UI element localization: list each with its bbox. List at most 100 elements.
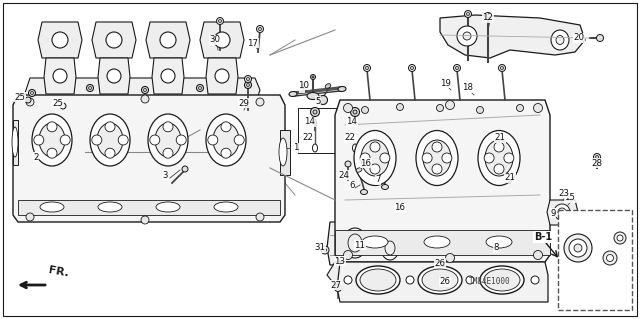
Ellipse shape [556,35,564,44]
Bar [558,210,632,310]
Ellipse shape [289,92,297,97]
Ellipse shape [234,135,244,145]
Ellipse shape [221,122,231,132]
Ellipse shape [218,19,221,23]
Ellipse shape [196,85,204,92]
Ellipse shape [416,130,458,186]
Ellipse shape [442,153,452,163]
Ellipse shape [60,135,70,145]
Text: 6: 6 [349,181,355,189]
Ellipse shape [97,123,123,157]
Polygon shape [152,58,184,94]
Ellipse shape [516,105,524,112]
Text: 14: 14 [346,117,358,127]
Ellipse shape [256,98,264,106]
Ellipse shape [163,122,173,132]
Ellipse shape [26,213,34,221]
Ellipse shape [454,64,461,71]
Ellipse shape [343,228,367,258]
Ellipse shape [118,135,128,145]
Text: 17: 17 [248,39,259,48]
Ellipse shape [221,148,231,158]
Text: 16: 16 [360,159,371,167]
Ellipse shape [385,241,395,255]
Ellipse shape [141,216,149,224]
Ellipse shape [504,153,514,163]
Ellipse shape [60,103,66,109]
Ellipse shape [176,135,186,145]
Text: 19: 19 [440,78,451,87]
Ellipse shape [607,255,614,262]
Ellipse shape [486,236,512,248]
Ellipse shape [215,69,229,83]
Polygon shape [13,95,285,222]
Ellipse shape [335,285,342,292]
Ellipse shape [337,286,339,290]
Text: 28: 28 [591,159,602,167]
Text: B-1: B-1 [534,232,552,242]
Text: 11: 11 [355,241,365,249]
Polygon shape [13,120,18,165]
Ellipse shape [161,69,175,83]
Polygon shape [38,22,82,58]
Ellipse shape [494,164,504,174]
Polygon shape [335,230,550,255]
Ellipse shape [432,142,442,152]
Ellipse shape [480,266,524,294]
Polygon shape [206,58,238,94]
Ellipse shape [26,98,34,106]
Polygon shape [327,222,418,265]
Ellipse shape [485,140,513,176]
Ellipse shape [31,92,33,94]
Polygon shape [44,58,76,94]
Ellipse shape [457,26,477,46]
Ellipse shape [42,141,48,147]
Text: 18: 18 [463,84,474,93]
Ellipse shape [307,93,319,100]
Text: 26: 26 [435,258,445,268]
Ellipse shape [323,249,326,251]
Ellipse shape [596,34,604,41]
Ellipse shape [88,86,92,90]
Ellipse shape [381,184,388,189]
Ellipse shape [362,107,369,114]
Text: 8: 8 [493,243,499,253]
Text: 29: 29 [239,99,250,108]
Ellipse shape [206,114,246,166]
Ellipse shape [214,202,238,212]
Ellipse shape [344,250,353,259]
Ellipse shape [312,76,314,78]
Text: 15: 15 [564,194,575,203]
Ellipse shape [150,135,160,145]
Ellipse shape [406,276,414,284]
Ellipse shape [257,26,264,33]
Ellipse shape [25,97,31,103]
Ellipse shape [534,103,543,113]
Ellipse shape [348,234,362,252]
Ellipse shape [40,202,64,212]
Ellipse shape [456,66,458,70]
Ellipse shape [98,202,122,212]
Ellipse shape [423,140,451,176]
Ellipse shape [105,148,115,158]
Ellipse shape [213,123,239,157]
Ellipse shape [534,250,543,259]
Ellipse shape [354,130,396,186]
Ellipse shape [182,166,188,172]
Ellipse shape [92,135,102,145]
Text: 9: 9 [550,209,556,218]
Ellipse shape [484,12,492,19]
Polygon shape [98,58,130,94]
Ellipse shape [463,32,471,40]
Text: 23: 23 [559,189,570,197]
Ellipse shape [310,75,316,79]
Ellipse shape [246,78,250,80]
Ellipse shape [29,90,35,97]
Text: 4: 4 [300,84,305,93]
Ellipse shape [603,251,617,265]
Ellipse shape [53,69,67,83]
Ellipse shape [614,232,626,244]
Ellipse shape [397,103,403,110]
Ellipse shape [362,236,388,248]
Ellipse shape [370,142,380,152]
